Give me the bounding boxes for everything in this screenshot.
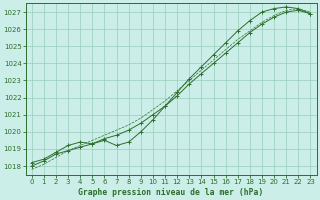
X-axis label: Graphe pression niveau de la mer (hPa): Graphe pression niveau de la mer (hPa) xyxy=(78,188,264,197)
